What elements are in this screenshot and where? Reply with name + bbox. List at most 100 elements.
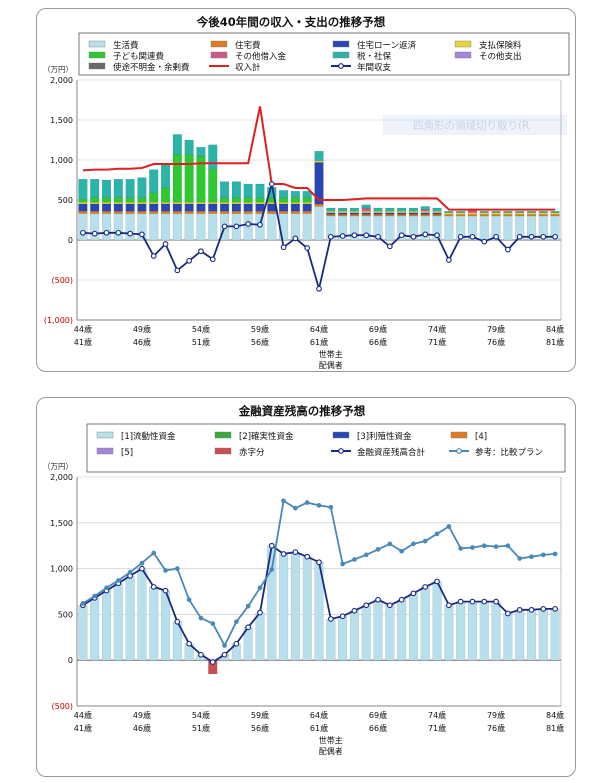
bar-segment [149,211,159,214]
bar-segment [456,214,466,217]
series-point [340,561,345,567]
series-point [446,524,452,529]
y-tick-label: (500) [51,702,73,711]
series-point [280,551,287,557]
bar-segment [456,601,466,661]
bar-segment [526,212,537,215]
bar-segment [243,211,253,214]
bar-segment [255,203,265,212]
bar-segment [420,211,430,213]
series-point [92,593,98,599]
bar-segment [231,181,241,198]
series-point [375,596,381,603]
bar-segment [349,211,359,213]
legend-swatch [96,431,114,439]
series-point [481,543,487,549]
bar-segment [550,211,560,213]
bar-segment [101,213,112,241]
bar-segment [220,203,230,212]
bar-segment [172,134,182,155]
bar-segment [385,214,395,217]
x-tick-label: 44歳 [74,324,92,334]
bar-segment [302,556,312,661]
x-tick-label: 74歳 [428,710,446,720]
x-tick-label: 64歳 [310,710,328,720]
series-point [469,233,476,240]
bar-segment [279,202,289,205]
bar-segment [432,207,442,212]
series-point [481,598,488,605]
series-point [434,578,440,585]
series-point [292,549,299,555]
bar-segment [101,590,112,661]
legend-label: 住宅ローン返済 [357,40,417,51]
bar-segment [302,202,312,205]
series-point [552,606,558,612]
series-point [316,559,322,566]
y-axis-unit: （万円） [43,462,73,471]
legend-swatch [214,447,232,455]
bar-segment [361,204,371,209]
income-expense-chart-panel: 今後40年間の収入・支出の推移予想 生活費 住宅費 住宅ローン返済 支払保険料 子ども関連… [36,8,576,372]
series-point [493,544,499,549]
bar-segment [90,179,100,198]
y-tick-label: 0 [68,236,73,245]
bar-segment [184,211,194,214]
legend-box [86,423,566,473]
bar-segment [326,212,336,215]
bar-segment [444,214,454,217]
x-tick-label: 79歳 [487,710,505,720]
series-point [446,257,452,263]
series-point [316,503,322,508]
series-point [234,619,239,625]
series-point [387,541,393,547]
legend-label: [1]流動性資金 [121,431,176,442]
series-point [293,505,298,511]
series-point [257,585,263,591]
bar-segment [137,202,147,205]
series-point [304,553,311,560]
bar-segment [184,213,194,241]
x-tick-label: 74歳 [428,324,446,334]
y-tick-label: 2,000 [50,473,73,482]
x-tick-label-spouse: 46歳 [133,337,151,347]
bar-segment [113,179,123,198]
bar-segment [90,213,100,241]
legend-label: 税・社保 [357,51,392,62]
series-point [139,560,145,566]
series-point [375,233,381,240]
x-tick-label-spouse: 76歳 [487,723,505,733]
series-point [139,231,145,238]
bar-segment [255,197,265,203]
legend-marker [456,448,462,454]
series-point [268,542,275,549]
series-point [198,615,204,621]
bar-segment [161,187,171,203]
bar-segment [78,203,88,212]
bar-segment [385,211,395,213]
series-point [198,248,204,255]
bar-segment [231,197,241,203]
series-point [363,552,369,558]
bar-segment [196,213,206,241]
legend-label: 年間収支 [357,62,392,73]
series-point [517,556,523,561]
legend-swatch [88,40,106,48]
series-point [411,541,416,547]
series-point [162,241,169,247]
bar-segment [279,203,289,212]
bar-segment [279,190,289,198]
bar-segment [172,213,182,241]
x-tick-label-spouse: 41歳 [74,337,92,347]
bar-segment [373,599,383,661]
bar-segment [326,214,336,217]
bar-segment [515,211,525,213]
bar-segment [290,197,300,203]
series-point [150,584,157,590]
bar-segment [314,160,324,163]
bar-segment [397,211,407,213]
bar-segment [113,211,123,214]
bar-segment [290,203,300,212]
bar-segment [467,210,477,213]
bar-segment [172,211,182,214]
